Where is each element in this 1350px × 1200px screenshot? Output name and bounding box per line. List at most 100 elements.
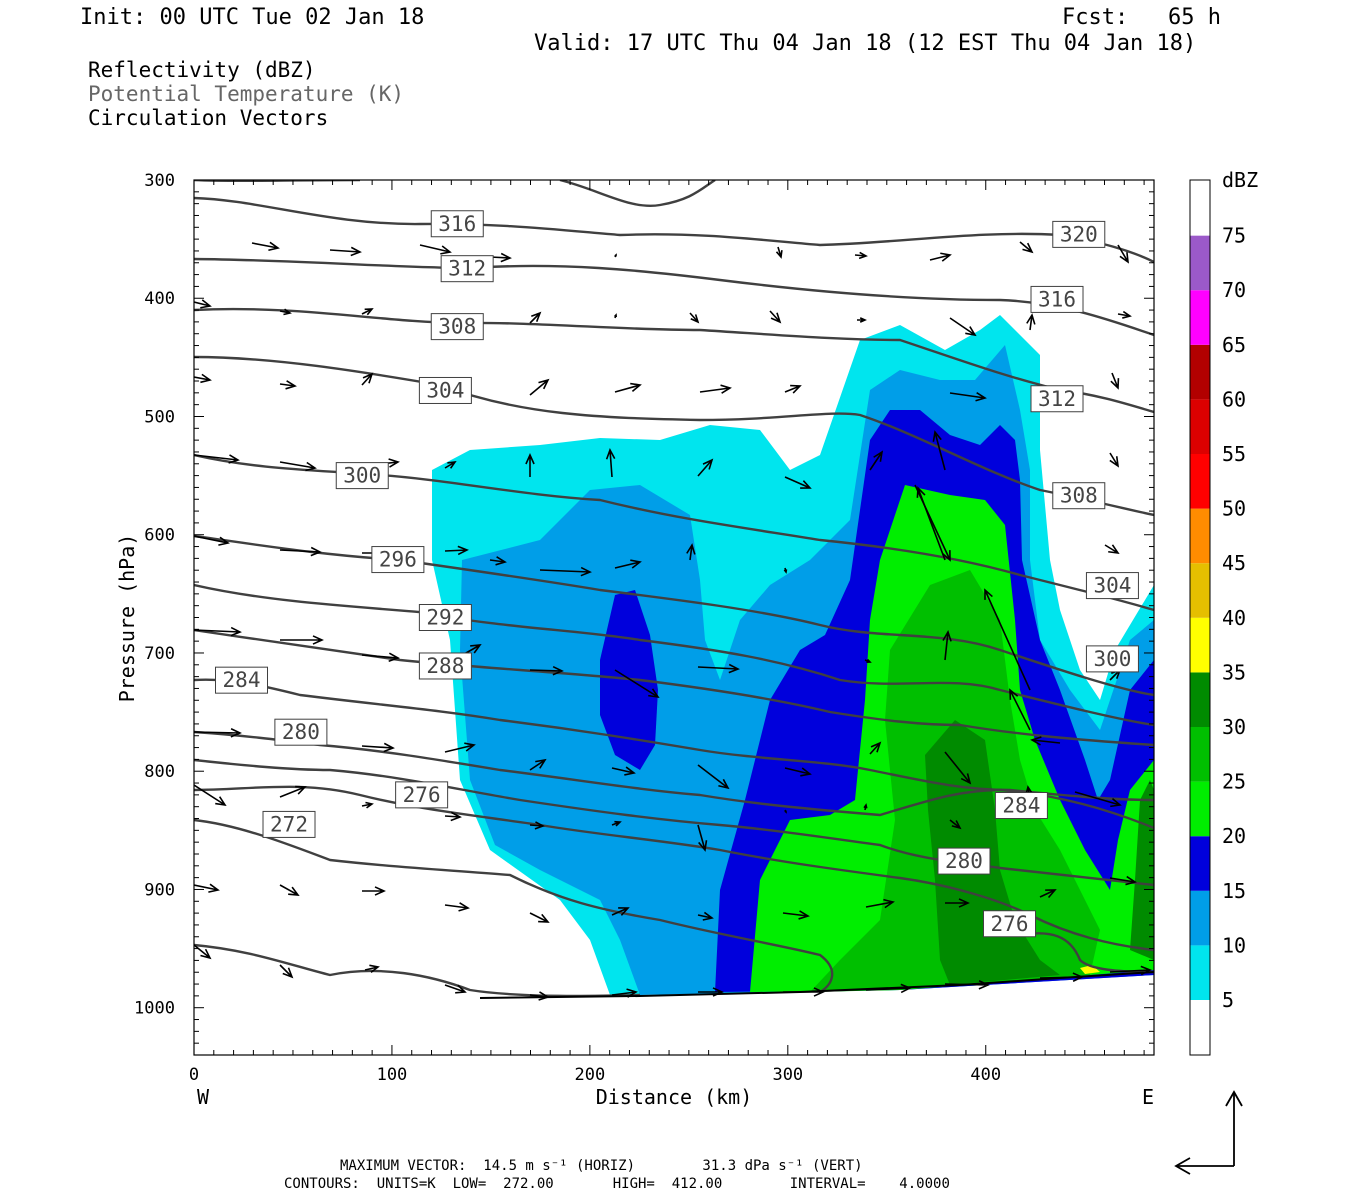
circulation-vector — [1117, 244, 1129, 264]
circulation-vector — [864, 658, 872, 663]
circulation-vector — [251, 241, 280, 252]
colorbar-segment — [1190, 890, 1210, 946]
theta-label-box — [937, 847, 991, 875]
colorbar-label: 20 — [1222, 824, 1246, 848]
circulation-vector — [1110, 372, 1120, 390]
circulation-vector — [529, 912, 550, 923]
circulation-vector — [444, 811, 462, 822]
theta-contour — [194, 758, 1154, 887]
circulation-vector — [329, 246, 362, 257]
colorbar-segment — [1190, 508, 1210, 564]
circulation-vector — [697, 824, 708, 852]
circulation-vector — [529, 821, 545, 830]
colorbar-segment — [1190, 836, 1210, 891]
circulation-vector — [361, 652, 400, 663]
y-axis-title: Pressure (hPa) — [115, 534, 139, 703]
circulation-vector — [945, 898, 970, 908]
circulation-vector — [529, 758, 547, 771]
x-tick-label: 100 — [377, 1065, 408, 1085]
theta-label: 312 — [1038, 387, 1076, 411]
circulation-vector — [279, 785, 307, 798]
circulation-vector — [1109, 965, 1152, 976]
theta-label: 312 — [448, 257, 486, 281]
circulation-vector — [614, 313, 618, 319]
legend-potential-temperature: Potential Temperature (K) — [88, 82, 405, 106]
colorbar-label: 10 — [1222, 933, 1246, 957]
circulation-vector — [614, 669, 660, 699]
circulation-vector — [194, 626, 242, 637]
circulation-vector — [865, 983, 912, 994]
theta-label: 316 — [438, 212, 476, 236]
circulation-vector — [1104, 544, 1120, 555]
theta-label-box — [1052, 482, 1106, 510]
colorbar-label: 30 — [1222, 715, 1246, 739]
theta-contour — [194, 818, 834, 994]
circulation-vector — [194, 883, 220, 893]
circulation-vector — [444, 460, 457, 469]
circulation-vector — [1019, 241, 1034, 254]
theta-label: 296 — [379, 548, 417, 572]
forecast-hour: Fcst: 65 h — [1062, 5, 1221, 30]
circulation-vector — [782, 910, 810, 920]
theta-label-box — [430, 210, 484, 238]
circulation-vector — [361, 308, 374, 316]
circulation-vector — [279, 461, 317, 472]
circulation-vector — [699, 384, 732, 394]
circulation-vector — [611, 766, 636, 776]
circulation-vector — [698, 987, 724, 997]
circulation-vector — [489, 556, 507, 566]
y-tick-label: 800 — [144, 762, 175, 782]
circulation-vector — [444, 902, 470, 912]
circulation-vector — [361, 801, 374, 809]
y-tick-label: 400 — [144, 289, 175, 309]
x-tick-label: 0 — [189, 1065, 199, 1085]
colorbar-label: 5 — [1222, 988, 1234, 1012]
theta-contour — [559, 180, 716, 207]
theta-label: 300 — [343, 464, 381, 488]
circulation-vector — [280, 635, 324, 645]
theta-labels: 316 312 308 304 300 296 292 288 284 280 276 272 320 3… — [215, 210, 1139, 938]
theta-contour — [194, 196, 1154, 264]
circulation-vector — [279, 884, 300, 896]
x-end-label-right: E — [1142, 1085, 1154, 1109]
x-tick-label: 300 — [772, 1065, 803, 1085]
circulation-vector — [1039, 972, 1084, 982]
theta-label-box — [418, 376, 472, 404]
circulation-vector — [984, 588, 1031, 691]
colorbar-label: 65 — [1222, 333, 1246, 357]
colorbar-label: 60 — [1222, 387, 1246, 411]
circulation-vector — [614, 253, 617, 258]
circulation-vector — [279, 308, 292, 316]
theta-label-box — [440, 255, 494, 283]
theta-contour — [194, 583, 1154, 727]
circulation-vector — [769, 310, 782, 324]
theta-contour — [194, 943, 641, 998]
circulation-vector — [1030, 736, 1061, 746]
colorbar-label: 55 — [1222, 442, 1246, 466]
colorbar-label: 50 — [1222, 497, 1246, 521]
colorbar-segment — [1190, 617, 1210, 673]
colorbar-segment — [1190, 945, 1210, 1000]
theta-label: 316 — [1038, 287, 1076, 311]
circulation-vector — [686, 543, 696, 561]
circulation-vector — [529, 665, 564, 676]
y-tick-label: 1000 — [134, 999, 175, 1019]
colorbar-segment — [1190, 781, 1210, 837]
theta-label-box — [418, 652, 472, 680]
circulation-vector — [869, 741, 882, 755]
maximum-vector-note: MAXIMUM VECTOR: 14.5 m s⁻¹ (HORIZ) 31.3 … — [340, 1158, 863, 1174]
colorbar-segment — [1190, 672, 1210, 727]
circulation-vector — [194, 299, 212, 309]
circulation-vector — [1039, 889, 1057, 898]
colorbar-segment — [1190, 290, 1210, 345]
colorbar: 5 10 15 20 25 30 35 40 45 50 55 60 65 70 75 — [1189, 179, 1246, 1056]
circulation-vector — [614, 559, 642, 569]
colorbar-segment — [1190, 563, 1210, 618]
circulation-vector — [194, 784, 227, 807]
theta-label-box — [430, 313, 484, 341]
colorbar-segment — [1190, 180, 1210, 236]
y-tick-label: 300 — [144, 171, 175, 191]
circulation-vector — [419, 244, 452, 255]
theta-label-box — [1030, 385, 1084, 413]
